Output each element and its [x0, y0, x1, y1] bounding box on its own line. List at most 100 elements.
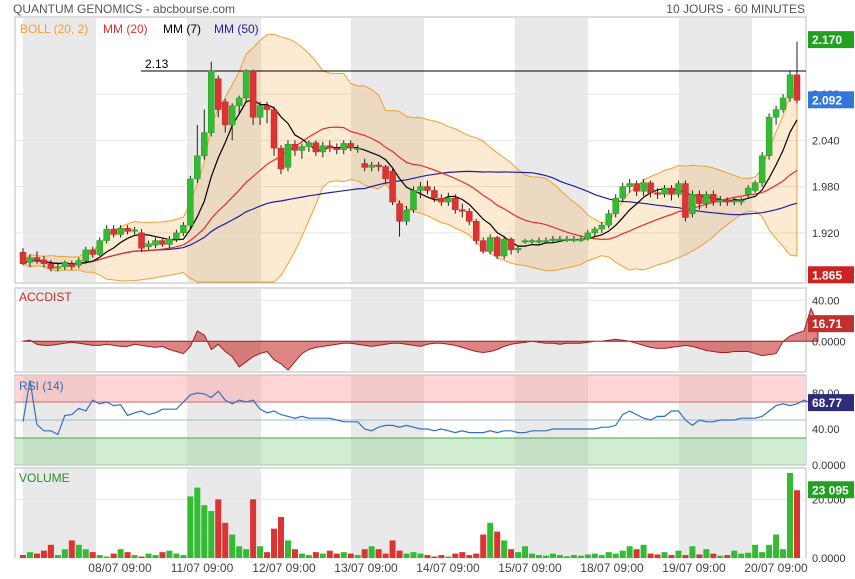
x-tick-label: 15/07 09:00	[498, 561, 562, 575]
volume-bar	[752, 544, 759, 558]
candle	[619, 186, 626, 199]
volume-bar	[291, 549, 298, 558]
volume-bar	[229, 534, 236, 558]
x-tick-label: 08/07 09:00	[88, 561, 152, 575]
volume-bar	[61, 549, 68, 558]
session-shade	[515, 18, 588, 282]
volume-bar	[312, 552, 319, 558]
volume-bar	[563, 556, 570, 558]
volume-bar	[731, 550, 738, 558]
volume-bar	[410, 552, 417, 558]
session-shade	[23, 18, 96, 282]
candle	[277, 147, 285, 170]
legend-item: BOLL (20, 2)	[20, 22, 88, 36]
volume-bar	[724, 555, 731, 558]
volume-bar	[682, 555, 689, 558]
mm20-line	[22, 126, 798, 265]
candle	[605, 213, 612, 226]
rsi-overbought-band	[16, 375, 805, 402]
volume-bar	[354, 555, 361, 558]
volume-bar	[542, 555, 549, 558]
volume-bar	[215, 499, 222, 558]
x-tick-label: 11/07 09:00	[171, 561, 234, 575]
volume-bar	[452, 553, 459, 558]
candle	[242, 70, 250, 99]
volume-bar	[459, 552, 466, 558]
volume-bar	[305, 555, 312, 558]
candle	[221, 101, 229, 126]
volume-bar	[738, 553, 745, 558]
candle	[354, 147, 361, 150]
volume-bar	[780, 549, 787, 558]
candle	[779, 97, 787, 110]
volume-bar	[787, 472, 794, 558]
candle	[214, 78, 222, 110]
candle	[786, 74, 794, 99]
volume-bar	[278, 516, 284, 558]
volume-bar	[166, 550, 173, 558]
candle	[249, 70, 257, 118]
volume-bar	[501, 540, 508, 558]
candle	[368, 164, 375, 168]
volume-bar	[424, 555, 431, 558]
candle	[263, 105, 271, 110]
candle	[340, 143, 348, 150]
volume-bar	[619, 550, 626, 558]
candle	[765, 116, 773, 157]
candle	[563, 238, 571, 241]
candle	[591, 228, 599, 234]
accdist-title: ACCDIST	[19, 290, 72, 304]
session-shade	[679, 18, 752, 282]
accdist-area	[22, 307, 819, 371]
volume-bar	[522, 546, 529, 558]
candle	[256, 105, 264, 118]
candle	[486, 237, 494, 252]
candle	[724, 199, 731, 203]
volume-bar	[326, 550, 333, 558]
volume-bar	[33, 553, 40, 558]
candle	[89, 249, 96, 255]
volume-bar	[445, 556, 452, 558]
volume-bar	[577, 555, 584, 558]
candle	[535, 240, 543, 243]
session-shade	[515, 469, 588, 557]
candle	[180, 224, 187, 234]
candle	[110, 228, 117, 235]
volume-bar	[508, 549, 515, 558]
volume-bar	[271, 528, 278, 558]
candle	[689, 194, 696, 214]
volume-bar	[89, 552, 96, 558]
candle	[208, 70, 215, 133]
candle	[730, 200, 738, 203]
candle	[438, 197, 445, 203]
candle	[291, 143, 299, 151]
volume-bar	[389, 540, 396, 558]
candle	[382, 166, 389, 180]
volume-bar	[703, 549, 710, 558]
volume-bar	[40, 550, 47, 558]
volume-bar	[222, 522, 229, 558]
volume-bar	[333, 553, 340, 558]
low-badge-bg	[808, 266, 854, 284]
volume-bar	[68, 540, 75, 558]
session-shade	[351, 289, 424, 371]
candle	[500, 238, 508, 257]
session-shade	[187, 18, 261, 282]
volume-title: VOLUME	[19, 471, 70, 485]
candle	[472, 221, 480, 241]
session-shade	[23, 289, 96, 371]
candle	[598, 224, 606, 230]
volume-bar	[794, 490, 800, 558]
volume-badge: 23 095	[812, 483, 849, 497]
rsi-title: RSI (14)	[19, 379, 64, 393]
volume-bar	[250, 499, 257, 558]
volume-bar	[159, 552, 166, 558]
candle	[103, 228, 110, 241]
high-badge-bg	[808, 31, 854, 49]
volume-bar	[138, 556, 145, 558]
candle	[131, 229, 138, 232]
candle	[270, 109, 278, 149]
candle	[96, 240, 103, 255]
volume-bar	[298, 553, 305, 558]
legend-item: MM (20)	[103, 22, 148, 36]
